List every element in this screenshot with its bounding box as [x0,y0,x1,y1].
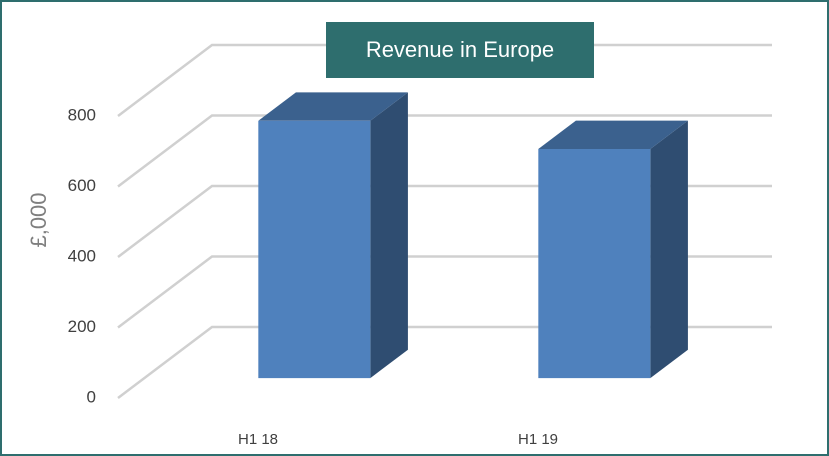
y-tick-label: 0 [87,387,96,406]
grid-line [117,114,772,188]
y-tick-label: 800 [68,105,96,124]
bars [258,92,688,379]
y-axis-label: £,000 [26,192,51,247]
y-tick-label: 600 [68,176,96,195]
bar-top [538,120,688,149]
y-tick-label: 200 [68,317,96,336]
bar-side [650,120,688,379]
bar-top [258,92,408,121]
title-box [326,22,594,78]
bar-front [538,148,651,379]
bar [258,92,408,379]
bar [538,120,688,379]
chart-title: Revenue in Europe [366,37,554,62]
bar-side [370,92,408,379]
bar-front [258,120,371,379]
y-tick-label: 400 [68,246,96,265]
x-tick-label: H1 19 [518,431,558,448]
x-tick-label: H1 18 [238,431,278,448]
